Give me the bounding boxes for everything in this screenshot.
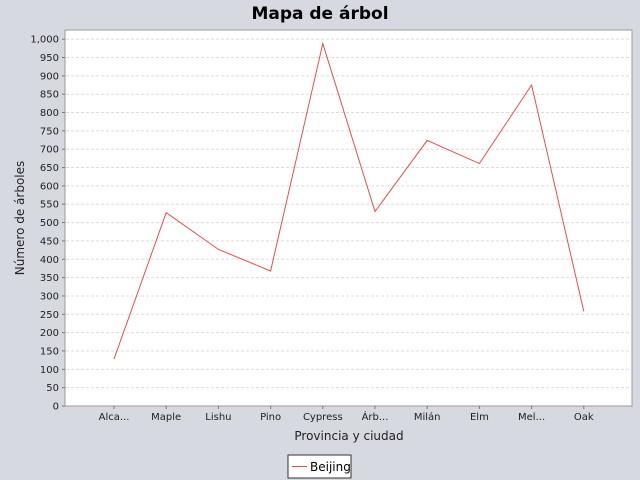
y-tick-label: 500 [40, 218, 59, 229]
y-tick-label: 300 [40, 291, 59, 302]
x-tick-label: Elm [470, 412, 489, 423]
y-tick-label: 250 [40, 310, 59, 321]
data-point [113, 358, 116, 361]
y-tick-label: 950 [40, 53, 59, 64]
chart-title: Mapa de árbol [251, 4, 388, 24]
y-tick-label: 650 [40, 163, 59, 174]
y-tick-label: 800 [40, 108, 59, 119]
y-tick-label: 150 [40, 346, 59, 357]
y-tick-label: 900 [40, 71, 59, 82]
x-tick-label: Oak [574, 412, 594, 423]
y-tick-label: 750 [40, 126, 59, 137]
series-line-beijing [113, 41, 585, 360]
x-tick-label: Lishu [205, 412, 231, 423]
legend-label-beijing: Beijing [310, 460, 351, 474]
y-tick-label: 450 [40, 236, 59, 247]
data-point [269, 270, 272, 273]
data-point [478, 162, 481, 165]
data-point [582, 310, 585, 313]
y-axis-label: Número de árboles [13, 161, 27, 276]
x-tick-label: Pino [260, 412, 281, 423]
x-axis-ticks: Alca... Maple Lishu Pino Cypress Árb... Milán E… [99, 406, 594, 423]
y-tick-label: 600 [40, 181, 59, 192]
x-tick-label: Milán [414, 411, 441, 423]
data-point [374, 210, 377, 213]
y-tick-label: 0 [53, 402, 59, 413]
data-point [426, 139, 429, 142]
legend-box [287, 454, 352, 479]
x-tick-label: Mel... [518, 412, 545, 423]
series-layer [113, 41, 585, 361]
y-tick-label: 200 [40, 328, 59, 339]
data-point [217, 248, 220, 251]
x-axis-label: Provincia y ciudad [294, 429, 403, 443]
y-axis-ticks: 0 50 100 150 200 250 300 350 400 450 500 550 600 650 7… [30, 35, 65, 413]
plot-area [64, 29, 633, 407]
data-point [165, 211, 168, 214]
y-tick-label: 550 [40, 200, 59, 211]
y-tick-label: 50 [46, 383, 59, 394]
y-tick-label: 400 [40, 255, 59, 266]
y-tick-label: 100 [40, 365, 59, 376]
data-point [321, 42, 324, 45]
y-tick-label: 850 [40, 90, 59, 101]
y-tick-label: 700 [40, 145, 59, 156]
x-tick-label: Cypress [303, 412, 343, 423]
x-tick-label: Maple [151, 412, 181, 423]
x-tick-label: Alca... [99, 412, 130, 423]
legend: Beijing [287, 454, 352, 479]
y-tick-label: 350 [40, 273, 59, 284]
x-tick-label: Árb... [362, 410, 389, 423]
grid-lines [66, 38, 631, 389]
y-tick-label: 1,000 [30, 35, 59, 46]
data-point [530, 84, 533, 87]
